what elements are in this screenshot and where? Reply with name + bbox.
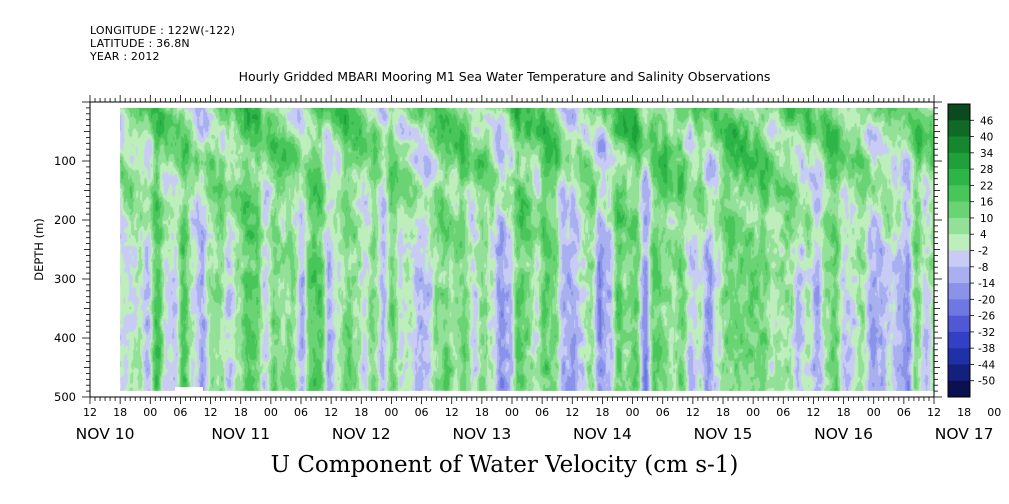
x-day-label: NOV 11	[211, 425, 270, 443]
y-tick-label: 300	[54, 272, 76, 286]
y-tick-label: 500	[54, 390, 76, 404]
x-hour-label: 00	[626, 406, 640, 419]
colorbar-label: 10	[980, 213, 993, 225]
x-hour-label: 12	[806, 406, 820, 419]
y-tick-label: 200	[54, 213, 76, 227]
colorbar-swatch	[948, 217, 970, 235]
colorbar-label: 22	[980, 180, 993, 192]
x-hour-label: 12	[204, 406, 218, 419]
x-hour-label: 18	[716, 406, 730, 419]
colorbar-swatch	[948, 136, 970, 154]
x-day-label: NOV 10	[76, 425, 135, 443]
x-hour-label: 12	[927, 406, 941, 419]
colorbar-swatch	[948, 266, 970, 284]
x-hour-label: 18	[354, 406, 368, 419]
x-day-label: NOV 16	[814, 425, 873, 443]
x-day-label: NOV 14	[573, 425, 632, 443]
missing-data-patch	[175, 387, 203, 392]
year-label: YEAR : 2012	[90, 50, 160, 63]
x-hour-label: 06	[897, 406, 911, 419]
x-hour-label: 18	[234, 406, 248, 419]
x-hour-label: 00	[143, 406, 157, 419]
x-hour-label: 00	[987, 406, 1001, 419]
x-hour-label: 12	[686, 406, 700, 419]
colorbar-swatch	[948, 104, 970, 121]
colorbar-swatch	[948, 315, 970, 333]
x-hour-label: 00	[746, 406, 760, 419]
colorbar-swatch	[948, 201, 970, 219]
x-day-label: NOV 17	[935, 425, 994, 443]
x-hour-label: 00	[867, 406, 881, 419]
colorbar-label: 16	[980, 197, 994, 209]
x-hour-label: 18	[475, 406, 489, 419]
colorbar-swatch	[948, 283, 970, 300]
colorbar-swatch	[948, 331, 970, 349]
colorbar-label: -2	[978, 246, 988, 258]
longitude-label: LONGITUDE : 122W(-122)	[90, 24, 236, 37]
x-hour-label: 06	[656, 406, 670, 419]
x-hour-label: 12	[445, 406, 459, 419]
colorbar-label: -14	[978, 278, 995, 290]
x-day-label: NOV 15	[694, 425, 753, 443]
y-axis-label: DEPTH (m)	[32, 218, 46, 281]
colorbar-swatch	[948, 169, 970, 186]
x-hour-label: 00	[264, 406, 278, 419]
colorbar-label: 40	[980, 132, 993, 144]
colorbar-swatch	[948, 348, 970, 365]
colorbar-label: -20	[978, 294, 995, 306]
colorbar-label: 4	[980, 229, 987, 241]
x-hour-label: 00	[384, 406, 398, 419]
colorbar-swatch	[948, 185, 970, 202]
x-hour-label: 06	[173, 406, 187, 419]
colorbar-label: 28	[980, 164, 993, 176]
colorbar-label: 34	[980, 148, 994, 160]
colorbar-label: -26	[978, 311, 995, 323]
y-tick-label: 400	[54, 331, 76, 345]
x-hour-label: 18	[595, 406, 609, 419]
colorbar-label: 46	[980, 115, 994, 127]
x-hour-label: 06	[535, 406, 549, 419]
colorbar-swatch	[948, 380, 970, 398]
colorbar-swatch	[948, 152, 970, 170]
x-hour-label: 06	[294, 406, 308, 419]
y-tick-label: 100	[54, 154, 76, 168]
colorbar-label: -8	[978, 262, 988, 274]
heatmap-field	[120, 107, 935, 391]
x-day-label: NOV 13	[452, 425, 511, 443]
colorbar-swatch	[948, 364, 970, 382]
x-hour-label: 12	[565, 406, 579, 419]
colorbar-swatch	[948, 250, 970, 268]
colorbar-swatch	[948, 299, 970, 316]
x-day-label: NOV 12	[332, 425, 391, 443]
colorbar-variable-title: U Component of Water Velocity (cm s-1)	[270, 452, 739, 478]
colorbar-label: -50	[978, 376, 995, 388]
latitude-label: LATITUDE : 36.8N	[90, 37, 190, 50]
colorbar-label: -44	[978, 359, 995, 371]
x-hour-label: 18	[113, 406, 127, 419]
x-hour-label: 06	[415, 406, 429, 419]
x-hour-label: 12	[83, 406, 97, 419]
x-hour-label: 06	[776, 406, 790, 419]
x-hour-label: 18	[837, 406, 851, 419]
x-hour-label: 18	[957, 406, 971, 419]
colorbar-label: -38	[978, 343, 995, 355]
colorbar-label: -32	[978, 327, 995, 339]
x-hour-label: 00	[505, 406, 519, 419]
x-hour-label: 12	[324, 406, 338, 419]
colorbar-swatch	[948, 234, 970, 251]
chart-title: Hourly Gridded MBARI Mooring M1 Sea Wate…	[238, 69, 771, 84]
colorbar-swatch	[948, 120, 970, 137]
